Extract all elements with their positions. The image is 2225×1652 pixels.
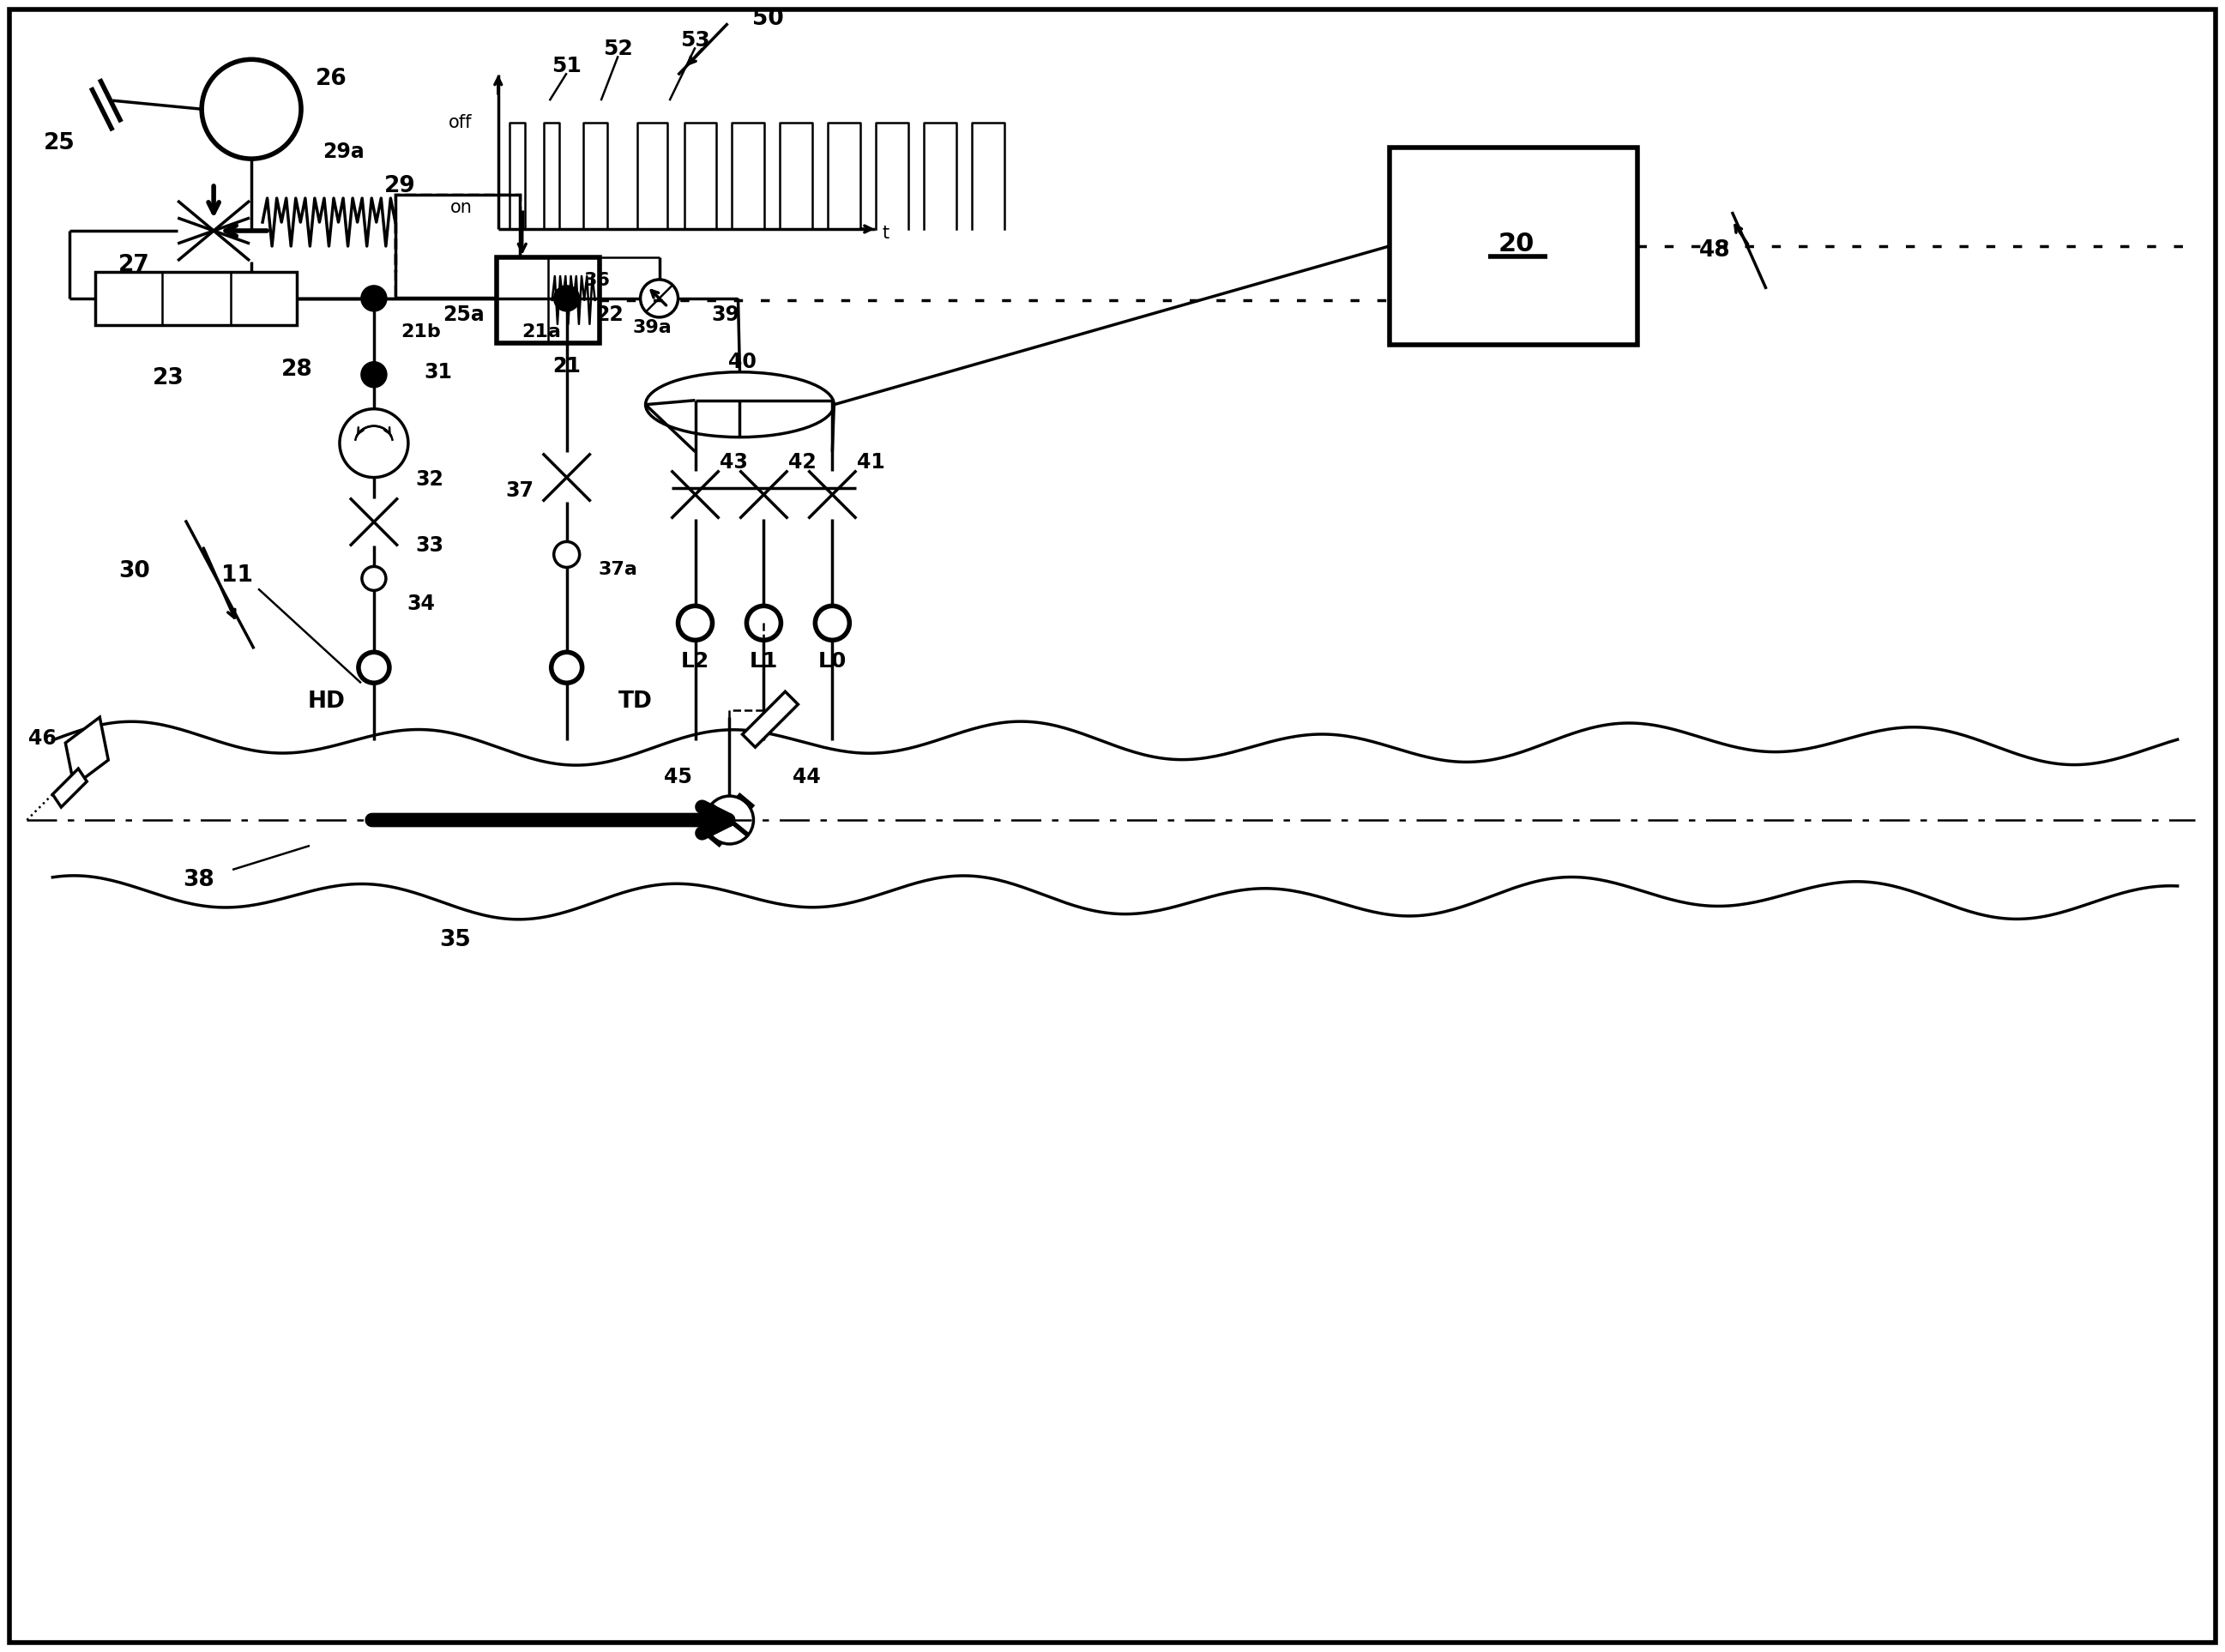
Polygon shape xyxy=(218,276,243,301)
Text: 44: 44 xyxy=(792,767,821,788)
Text: 29: 29 xyxy=(385,175,416,197)
Text: 45: 45 xyxy=(663,767,692,788)
Text: L2: L2 xyxy=(681,651,710,672)
Text: 23: 23 xyxy=(154,367,185,390)
Text: t: t xyxy=(881,225,890,241)
Text: 31: 31 xyxy=(425,362,452,382)
Circle shape xyxy=(363,286,385,311)
Text: 43: 43 xyxy=(719,451,748,472)
Text: 37: 37 xyxy=(505,481,534,501)
Text: 39: 39 xyxy=(712,304,739,325)
Text: 46: 46 xyxy=(29,729,56,748)
Text: 21b: 21b xyxy=(400,324,441,340)
Text: 40: 40 xyxy=(728,352,756,372)
Text: 42: 42 xyxy=(788,451,817,472)
Text: 26: 26 xyxy=(316,68,347,91)
Polygon shape xyxy=(53,768,87,808)
Text: 20: 20 xyxy=(1497,231,1535,256)
Text: 53: 53 xyxy=(681,30,710,51)
Text: 41: 41 xyxy=(857,451,886,472)
Text: HD: HD xyxy=(307,691,345,714)
Text: on: on xyxy=(449,198,472,216)
Text: 25: 25 xyxy=(44,132,76,155)
Bar xyxy=(396,195,521,297)
Text: 22: 22 xyxy=(596,304,623,325)
Text: 30: 30 xyxy=(118,560,149,583)
Text: 52: 52 xyxy=(603,40,632,59)
Text: 29a: 29a xyxy=(323,142,365,162)
Text: 25a: 25a xyxy=(443,304,485,325)
Text: 34: 34 xyxy=(407,593,436,615)
Text: off: off xyxy=(449,114,472,132)
Bar xyxy=(396,195,521,297)
Bar xyxy=(96,273,296,325)
Circle shape xyxy=(554,286,578,311)
Text: 38: 38 xyxy=(182,869,214,890)
Polygon shape xyxy=(743,692,799,747)
Text: 21a: 21a xyxy=(521,324,561,340)
Polygon shape xyxy=(65,717,109,786)
Text: 48: 48 xyxy=(1700,240,1731,261)
Text: 50: 50 xyxy=(752,8,783,30)
Text: 11: 11 xyxy=(220,565,254,586)
Text: L0: L0 xyxy=(819,651,848,672)
Text: 37a: 37a xyxy=(599,562,639,578)
Polygon shape xyxy=(149,276,174,301)
Text: 21: 21 xyxy=(552,355,581,377)
Text: L1: L1 xyxy=(750,651,779,672)
Bar xyxy=(1388,147,1638,345)
Text: 33: 33 xyxy=(416,535,443,557)
Text: 35: 35 xyxy=(441,928,472,952)
Text: 32: 32 xyxy=(416,469,443,489)
Text: 39a: 39a xyxy=(632,319,672,335)
Text: 27: 27 xyxy=(118,254,149,276)
Circle shape xyxy=(363,363,385,387)
Text: 36: 36 xyxy=(583,273,610,289)
Text: 28: 28 xyxy=(280,358,312,380)
Bar xyxy=(496,258,599,344)
Text: 21: 21 xyxy=(552,355,581,377)
Text: TD: TD xyxy=(619,691,652,714)
Text: 51: 51 xyxy=(552,56,581,76)
